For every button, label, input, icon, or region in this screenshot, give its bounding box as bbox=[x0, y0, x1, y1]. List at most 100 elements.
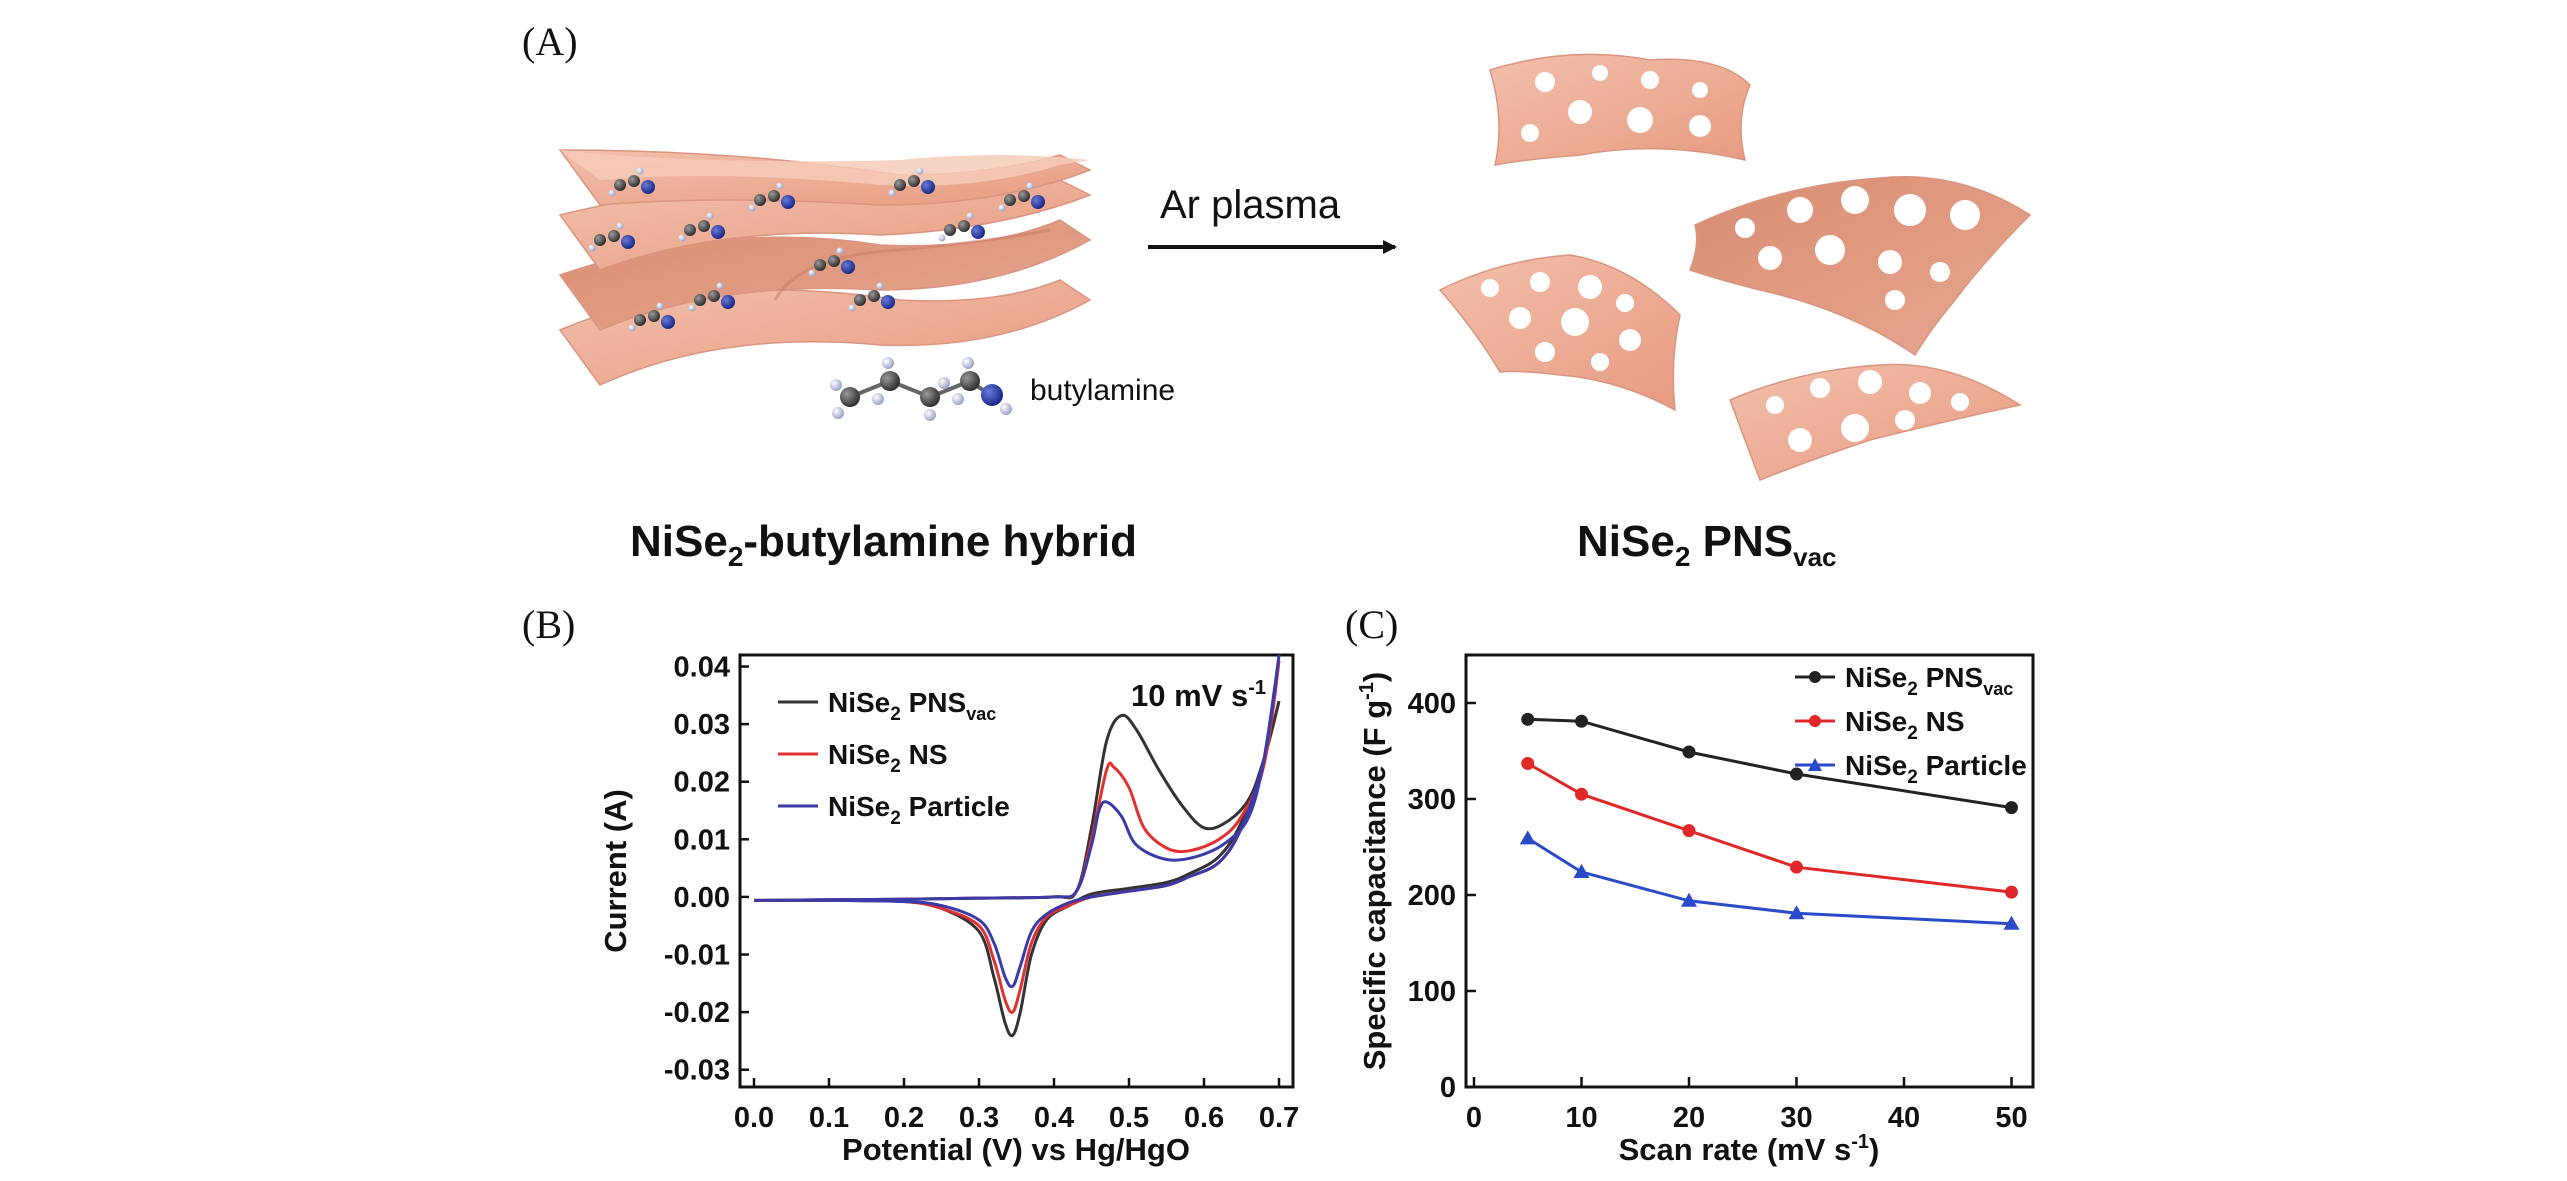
porous-sheet bbox=[1729, 363, 2022, 481]
butylamine-label: butylamine bbox=[1030, 374, 1175, 407]
y-axis-ticks: 400 300 200 100 0 bbox=[1408, 688, 1476, 1104]
panel-b-letter: (B) bbox=[522, 602, 575, 647]
y-tick-label: 0.01 bbox=[674, 824, 730, 856]
butylamine-molecule-icon bbox=[830, 357, 1012, 421]
y-tick-label: 0 bbox=[1440, 1072, 1456, 1104]
legend-label: NiSe2 PNSvac bbox=[828, 687, 996, 725]
x-axis-title: Scan rate (mV s-1) bbox=[1619, 1131, 1880, 1167]
porous-sheet bbox=[1489, 53, 1751, 166]
legend-label: NiSe2 PNSvac bbox=[1845, 662, 2013, 700]
data-point bbox=[1681, 892, 1697, 907]
layered-hybrid-illustration bbox=[558, 149, 1092, 386]
y-axis-title: Specific capacitance (F g-1) bbox=[1356, 672, 1392, 1071]
data-point bbox=[1575, 787, 1588, 801]
arrow-label: Ar plasma bbox=[1160, 183, 1341, 227]
series-line bbox=[1527, 762, 2012, 894]
legend-label: NiSe2 NS bbox=[828, 739, 948, 777]
legend-item: NiSe2 PNSvac bbox=[778, 687, 996, 725]
data-point bbox=[1521, 756, 1535, 770]
plot-frame bbox=[1464, 653, 2035, 1089]
molecule-icon bbox=[628, 302, 675, 332]
data-point bbox=[1790, 767, 1803, 781]
x-tick-label: 0.5 bbox=[1109, 1102, 1149, 1134]
x-axis-title: Potential (V) vs Hg/HgO bbox=[842, 1132, 1190, 1167]
series-line bbox=[1527, 837, 2012, 926]
data-point bbox=[1788, 905, 1805, 920]
molecule-icon bbox=[888, 167, 935, 197]
y-axis-ticks: 0.04 0.03 0.02 0.01 0.00 -0.01 -0.02 -0.03 bbox=[664, 652, 749, 1087]
legend-marker bbox=[1809, 671, 1821, 683]
molecule-icon bbox=[808, 247, 855, 277]
molecule-icon bbox=[678, 212, 725, 242]
molecule-icon bbox=[998, 182, 1045, 212]
legend-label: NiSe2 NS bbox=[1845, 706, 1965, 744]
x-tick-label: 0.3 bbox=[959, 1102, 999, 1134]
y-tick-label: 0.04 bbox=[674, 652, 730, 684]
y-tick-label: -0.02 bbox=[664, 997, 730, 1029]
legend-label: NiSe2 Particle bbox=[1845, 750, 2027, 788]
x-tick-label: 20 bbox=[1673, 1102, 1705, 1134]
porous-sheet bbox=[1438, 254, 1681, 412]
legend: NiSe2 PNSvac NiSe2 NS NiSe2 Particle bbox=[778, 687, 1010, 829]
y-tick-label: 100 bbox=[1408, 976, 1456, 1008]
x-axis-ticks: 0 10 20 30 40 50 bbox=[1466, 1077, 2028, 1134]
panel-a-schematic: (A) bbox=[522, 19, 2032, 572]
x-tick-label: 50 bbox=[1995, 1102, 2027, 1134]
y-tick-label: 400 bbox=[1408, 688, 1456, 720]
x-tick-label: 0.1 bbox=[809, 1102, 849, 1134]
molecule-icon bbox=[748, 182, 795, 212]
panel-b-cv-chart: (B) 0.040.030.020.010.00-0.01-0.02-0.03 … bbox=[522, 602, 1299, 1167]
pnsvac-caption: NiSe2 PNSvac bbox=[1577, 517, 1837, 572]
data-point bbox=[2005, 801, 2018, 815]
series-layer bbox=[1519, 712, 2020, 930]
x-tick-label: 0.6 bbox=[1184, 1102, 1224, 1134]
molecule-icon bbox=[608, 167, 655, 197]
legend: NiSe2 PNSvac NiSe2 NS NiSe2 Particle bbox=[1795, 662, 2027, 788]
legend-item: NiSe2 NS bbox=[778, 739, 948, 777]
x-tick-label: 10 bbox=[1565, 1102, 1597, 1134]
panel-c-capacitance-chart: (C) 400 300 200 100 0 0 10 20 30 40 50 Specific c… bbox=[1345, 602, 2035, 1167]
data-point bbox=[1790, 860, 1803, 874]
intercalated-molecules bbox=[588, 167, 1045, 332]
legend-item: NiSe2 Particle bbox=[1795, 750, 2027, 788]
legend-marker bbox=[1809, 715, 1821, 727]
x-axis-ticks: 0.0 0.1 0.2 0.3 0.4 0.5 0.6 0.7 bbox=[734, 1078, 1299, 1134]
data-point bbox=[1519, 830, 1536, 845]
rate-annotation: 10 mV s-1 bbox=[1131, 677, 1266, 713]
series-line bbox=[753, 654, 1281, 989]
molecule-icon bbox=[588, 222, 635, 252]
y-tick-label: 0.02 bbox=[674, 767, 730, 799]
y-axis-title: Current (A) bbox=[598, 789, 633, 953]
data-point bbox=[1573, 863, 1590, 878]
panel-c-letter: (C) bbox=[1345, 602, 1398, 647]
legend-item: NiSe2 Particle bbox=[778, 791, 1010, 829]
x-tick-label: 30 bbox=[1780, 1102, 1812, 1134]
x-tick-label: 0.2 bbox=[884, 1102, 924, 1134]
data-point bbox=[2003, 915, 2020, 930]
legend-item: NiSe2 NS bbox=[1795, 706, 1965, 744]
data-point bbox=[1682, 745, 1696, 759]
data-point bbox=[1575, 714, 1588, 728]
porous-sheet bbox=[1689, 176, 2032, 357]
plot-frame bbox=[738, 653, 1295, 1089]
y-tick-label: -0.03 bbox=[664, 1055, 730, 1087]
y-tick-label: 300 bbox=[1408, 784, 1456, 816]
x-tick-label: 0.0 bbox=[734, 1102, 774, 1134]
data-point bbox=[1682, 824, 1696, 838]
legend-marker bbox=[1808, 758, 1822, 771]
hybrid-caption: NiSe2-butylamine hybrid bbox=[630, 517, 1137, 572]
data-point bbox=[1521, 712, 1535, 726]
x-tick-label: 0.7 bbox=[1259, 1102, 1299, 1134]
molecule-icon bbox=[688, 282, 735, 312]
y-tick-label: 200 bbox=[1408, 880, 1456, 912]
x-tick-label: 40 bbox=[1888, 1102, 1920, 1134]
panel-a-letter: (A) bbox=[522, 19, 578, 64]
molecule-icon bbox=[848, 282, 895, 312]
y-tick-label: 0.00 bbox=[674, 882, 730, 914]
x-tick-label: 0.4 bbox=[1034, 1102, 1074, 1134]
porous-nanosheets-illustration bbox=[1438, 53, 2032, 481]
series-layer bbox=[753, 654, 1281, 1038]
legend-item: NiSe2 PNSvac bbox=[1795, 662, 2013, 700]
data-point bbox=[2005, 885, 2018, 899]
